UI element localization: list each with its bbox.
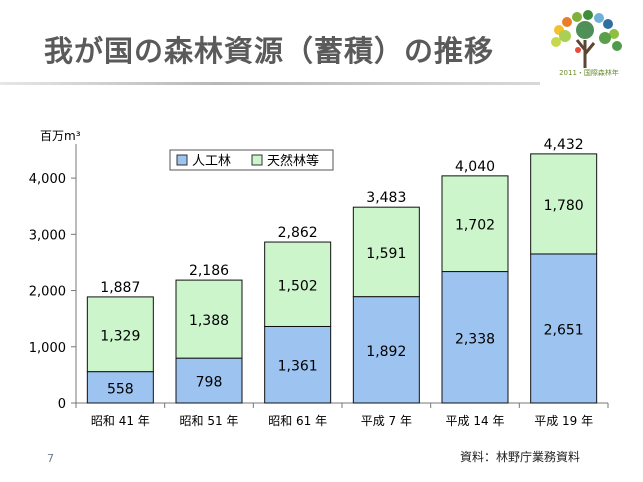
plot-area: 0 1,000 2,000 3,000 4,000 558 1,329 1,887 昭和 41 … [29, 137, 609, 428]
legend-swatch-natural [251, 154, 263, 166]
x-tick-label: 平成 14 年 [446, 414, 505, 428]
title-divider [0, 82, 540, 85]
bar-segment-natural [86, 296, 154, 373]
y-tick-label: 2,000 [29, 285, 66, 300]
x-tick-label: 昭和 61 年 [268, 414, 327, 428]
x-tick-label: 平成 19 年 [534, 414, 593, 428]
slide-number: 7 [47, 452, 54, 465]
logo-caption: 2011・国際森林年 [559, 69, 619, 77]
y-tick-label: 4,000 [29, 172, 66, 187]
bar-segment-natural [530, 153, 598, 255]
value-label-planted: 558 [107, 381, 134, 397]
bar-segment-planted [264, 325, 332, 404]
bar-segment-natural [352, 206, 420, 298]
international-year-of-forests-logo [551, 10, 622, 68]
bar-segment-planted [86, 371, 154, 404]
source-note: 資料：林野庁業務資料 [460, 450, 581, 464]
value-label-planted: 2,651 [544, 322, 584, 338]
total-label: 4,040 [455, 159, 495, 175]
x-tick-label: 昭和 51 年 [180, 414, 239, 428]
value-label-planted: 1,892 [366, 344, 406, 360]
y-tick-label: 0 [58, 397, 66, 412]
value-label-planted: 1,361 [278, 359, 318, 375]
y-tick-label: 1,000 [29, 341, 66, 356]
x-tick-label: 昭和 41 年 [91, 414, 150, 428]
bar-segment-natural [441, 175, 509, 273]
value-label-natural: 1,702 [455, 218, 495, 234]
value-label-natural: 1,502 [278, 278, 318, 294]
legend-label-planted: 人工林 [192, 154, 231, 169]
total-label: 2,862 [278, 225, 318, 241]
bar-segment-planted [441, 271, 509, 404]
y-tick-label: 3,000 [29, 228, 66, 243]
bar-segment-planted [352, 296, 420, 404]
slide-title: 我が国の森林資源（蓄積）の推移 [44, 34, 495, 68]
total-label: 2,186 [189, 263, 229, 279]
value-label-natural: 1,388 [189, 313, 229, 329]
bar-segment-planted [175, 357, 243, 404]
legend-label-natural: 天然林等 [267, 153, 319, 169]
value-label-natural: 1,591 [366, 246, 406, 262]
legend: 人工林 天然林等 [169, 149, 334, 171]
bar-segment-planted [530, 253, 598, 404]
legend-swatch-planted [176, 154, 188, 166]
value-label-planted: 798 [196, 375, 223, 391]
bar-segment-natural [264, 241, 332, 327]
total-label: 1,887 [100, 280, 140, 296]
y-axis-unit-label: 百万m³ [40, 129, 81, 143]
value-label-natural: 1,329 [100, 328, 140, 344]
value-label-natural: 1,780 [544, 198, 584, 214]
total-label: 3,483 [366, 190, 406, 206]
total-label: 4,432 [544, 137, 584, 153]
value-label-planted: 2,338 [455, 331, 495, 347]
bar-segment-natural [175, 279, 243, 359]
x-tick-label: 平成 7 年 [361, 414, 412, 428]
